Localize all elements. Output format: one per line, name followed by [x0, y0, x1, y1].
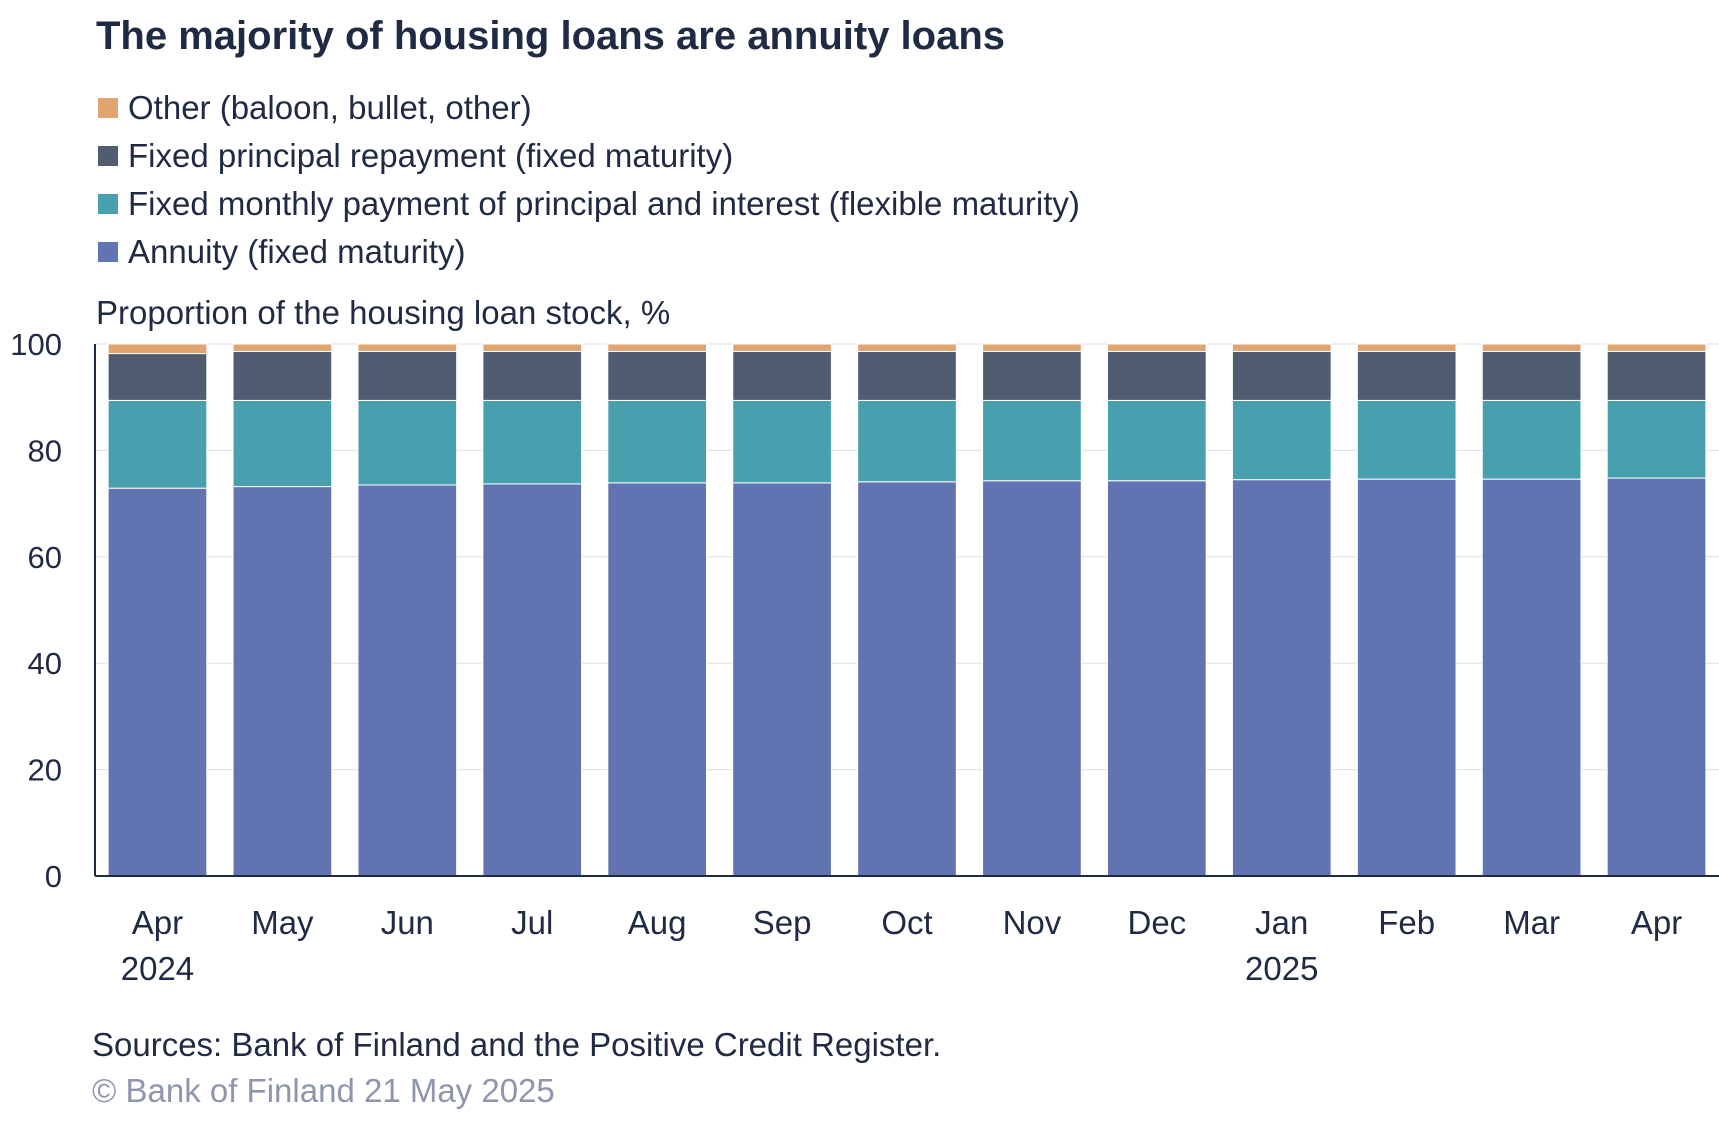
x-year-label: 2025	[1245, 950, 1318, 987]
bar-segment-other	[1481, 343, 1582, 352]
legend-label-fixed-monthly: Fixed monthly payment of principal and i…	[128, 185, 1080, 222]
bar-segment-fixed-monthly	[1356, 399, 1457, 480]
bar-segment-fixed-monthly	[607, 399, 707, 484]
bar-segment-annuity	[482, 483, 583, 877]
y-tick-label: 0	[45, 859, 62, 894]
copyright-note: © Bank of Finland 21 May 2025	[92, 1072, 555, 1109]
bar-segment-fixed-principal	[607, 350, 707, 401]
x-tick-label: Sep	[753, 904, 812, 941]
x-tick-label: Nov	[1003, 904, 1062, 941]
y-tick-label: 20	[28, 753, 62, 788]
bar-segment-fixed-monthly	[1606, 399, 1707, 479]
bar-segment-annuity	[1107, 480, 1207, 877]
x-tick-label: Jul	[511, 904, 553, 941]
bar-segment-other	[482, 343, 583, 352]
legend-label-annuity: Annuity (fixed maturity)	[128, 233, 466, 270]
bar-segment-fixed-monthly	[732, 399, 832, 484]
bar-segment-other	[732, 343, 832, 352]
bar-segment-fixed-monthly	[1107, 399, 1207, 482]
legend-item-fixed-principal: Fixed principal repayment (fixed maturit…	[98, 132, 1080, 180]
x-tick-label: Apr	[1631, 904, 1682, 941]
bar-segment-other	[1231, 343, 1332, 352]
bar-segment-annuity	[1231, 479, 1332, 877]
bar-segment-fixed-monthly	[482, 399, 583, 485]
legend-swatch-other	[98, 98, 118, 118]
x-tick-label: Apr	[132, 904, 183, 941]
bar-segment-fixed-monthly	[982, 399, 1082, 482]
legend: Other (baloon, bullet, other) Fixed prin…	[98, 84, 1080, 276]
x-tick-label: Mar	[1503, 904, 1560, 941]
bar-segment-annuity	[732, 482, 832, 877]
y-tick-label: 40	[28, 646, 62, 681]
legend-item-other: Other (baloon, bullet, other)	[98, 84, 1080, 132]
y-tick-label: 100	[10, 327, 62, 362]
x-tick-label: Jun	[381, 904, 434, 941]
bar-segment-fixed-principal	[107, 353, 208, 401]
bar-segment-fixed-monthly	[857, 399, 957, 483]
chart-title: The majority of housing loans are annuit…	[96, 14, 1006, 58]
x-tick-label: Oct	[881, 904, 932, 941]
bar-segment-fixed-monthly	[107, 399, 208, 489]
y-tick-label: 60	[28, 540, 62, 575]
x-tick-label: Aug	[628, 904, 687, 941]
legend-label-fixed-principal: Fixed principal repayment (fixed maturit…	[128, 137, 734, 174]
bar-segment-fixed-principal	[232, 350, 333, 401]
bar-segment-fixed-monthly	[232, 399, 333, 488]
bar-segment-other	[1356, 343, 1457, 352]
bar-segment-other	[982, 343, 1082, 352]
bar-segment-fixed-monthly	[1231, 399, 1332, 481]
bar-segment-annuity	[607, 482, 707, 877]
bar-segment-fixed-principal	[1356, 350, 1457, 401]
bar-segment-annuity	[1356, 478, 1457, 877]
legend-label-other: Other (baloon, bullet, other)	[128, 89, 532, 126]
bar-segment-fixed-monthly	[1481, 399, 1582, 480]
x-tick-label: Dec	[1128, 904, 1187, 941]
x-tick-label: Feb	[1378, 904, 1435, 941]
legend-swatch-fixed-principal	[98, 146, 118, 166]
x-year-label: 2024	[121, 950, 194, 987]
bar-segment-other	[107, 343, 208, 355]
bar-segment-annuity	[357, 484, 458, 877]
bar-segment-fixed-principal	[1231, 350, 1332, 401]
bar-segment-fixed-monthly	[357, 399, 458, 486]
bar-segment-annuity	[982, 480, 1082, 877]
bar-segment-fixed-principal	[357, 350, 458, 401]
bar-segment-fixed-principal	[732, 350, 832, 401]
bar-segment-fixed-principal	[1481, 350, 1582, 401]
legend-swatch-annuity	[98, 242, 118, 262]
bar-segment-other	[1606, 343, 1707, 352]
bar-segment-annuity	[107, 487, 208, 877]
bar-segment-fixed-principal	[1107, 350, 1207, 401]
bar-segment-other	[1107, 343, 1207, 352]
bar-segment-annuity	[232, 486, 333, 877]
bar-segment-annuity	[857, 481, 957, 877]
bar-segment-annuity	[1606, 477, 1707, 877]
source-note: Sources: Bank of Finland and the Positiv…	[92, 1026, 942, 1063]
bar-segment-fixed-principal	[482, 350, 583, 401]
legend-item-fixed-monthly: Fixed monthly payment of principal and i…	[98, 180, 1080, 228]
bar-segment-fixed-principal	[857, 350, 957, 401]
x-tick-label: Jan	[1255, 904, 1308, 941]
bar-segment-fixed-principal	[1606, 350, 1707, 401]
bar-segment-other	[607, 343, 707, 352]
bar-segment-fixed-principal	[982, 350, 1082, 401]
legend-item-annuity: Annuity (fixed maturity)	[98, 228, 1080, 276]
y-axis-title: Proportion of the housing loan stock, %	[96, 294, 671, 331]
bar-segment-other	[232, 343, 333, 352]
bar-segment-other	[857, 343, 957, 352]
bar-segment-annuity	[1481, 478, 1582, 877]
legend-swatch-fixed-monthly	[98, 194, 118, 214]
y-tick-label: 80	[28, 433, 62, 468]
x-tick-label: May	[251, 904, 314, 941]
bar-segment-other	[357, 343, 458, 352]
